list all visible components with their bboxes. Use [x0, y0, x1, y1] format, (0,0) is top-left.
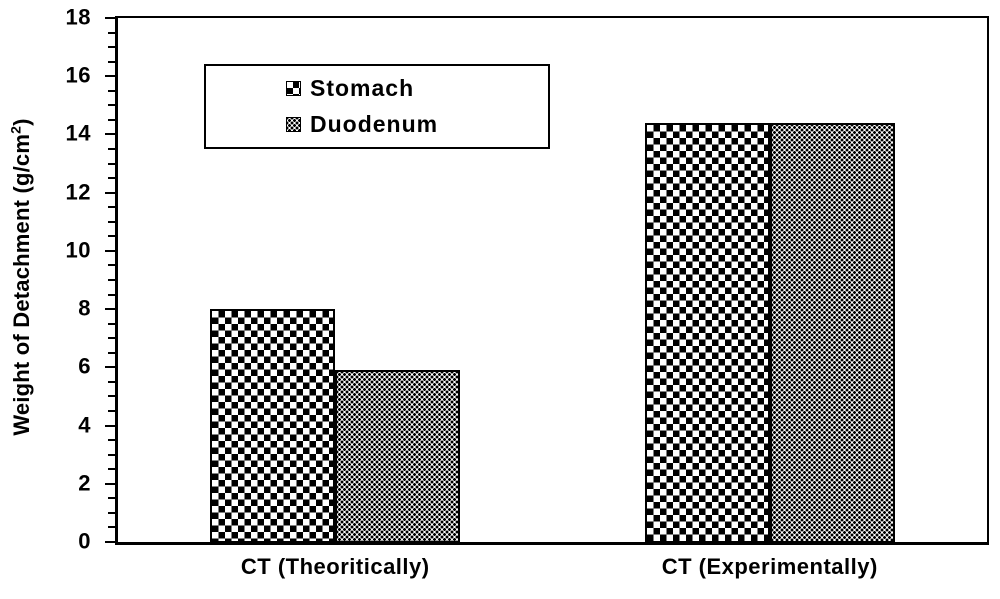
x-tick-label: CT (Theoritically): [240, 554, 430, 579]
y-minor-tick: [108, 380, 115, 383]
y-tick-label: 0: [78, 528, 91, 554]
y-major-tick: [105, 424, 115, 427]
y-major-tick: [105, 191, 115, 194]
y-minor-tick: [108, 162, 115, 165]
y-tick-label: 8: [78, 295, 91, 321]
y-tick-label: 4: [78, 412, 91, 438]
y-minor-tick: [108, 497, 115, 500]
y-minor-tick: [108, 89, 115, 92]
x-tick-label: CT (Experimentally): [661, 554, 878, 579]
y-major-tick: [105, 17, 115, 19]
y-major-tick: [105, 482, 115, 485]
y-tick-label: 14: [65, 120, 91, 146]
bar-stomach-1: [210, 309, 336, 542]
legend-item-duodenum: Duodenum: [286, 111, 548, 138]
bar-duodenum-2: [769, 122, 895, 542]
x-axis-labels: CT (Theoritically) CT (Experimentally): [118, 554, 987, 588]
y-tick-label: 12: [65, 179, 91, 205]
y-major-tick: [105, 308, 115, 311]
y-major-tick: [105, 75, 115, 78]
y-major-tick: [105, 133, 115, 136]
bar-stomach-2: [644, 122, 770, 542]
y-minor-tick: [108, 453, 115, 456]
legend: Stomach Duodenum: [204, 64, 550, 149]
y-minor-tick: [108, 468, 115, 471]
y-minor-tick: [108, 351, 115, 354]
y-minor-tick: [108, 177, 115, 180]
duodenum-pattern-swatch-icon: [286, 117, 301, 132]
y-minor-tick: [108, 148, 115, 150]
y-minor-tick: [108, 264, 115, 267]
y-minor-tick: [108, 118, 115, 121]
legend-label-duodenum: Duodenum: [310, 111, 439, 137]
y-minor-tick: [108, 220, 115, 223]
y-minor-tick: [108, 337, 115, 340]
legend-item-stomach: Stomach: [286, 75, 548, 102]
y-minor-tick: [108, 322, 115, 325]
y-minor-tick: [108, 46, 115, 49]
y-minor-tick: [108, 31, 115, 34]
y-minor-tick: [108, 279, 115, 281]
y-axis-tick-labels: 0 2 4 6 8 10 12 14 16 18: [0, 4, 97, 553]
y-tick-label: 6: [78, 353, 91, 379]
y-tick-label: 2: [78, 470, 91, 496]
y-minor-tick: [108, 235, 115, 238]
y-minor-tick: [108, 526, 115, 529]
stomach-pattern-swatch-icon: [286, 81, 301, 96]
y-major-tick: [105, 249, 115, 252]
y-tick-label: 16: [65, 62, 91, 88]
legend-label-stomach: Stomach: [310, 75, 415, 101]
y-minor-tick: [108, 293, 115, 296]
y-minor-tick: [108, 410, 115, 412]
y-minor-tick: [108, 439, 115, 442]
plot-area: Stomach Duodenum: [105, 16, 989, 545]
y-major-tick: [105, 366, 115, 369]
y-major-tick: [105, 541, 115, 543]
y-tick-label: 18: [65, 4, 91, 30]
bar-duodenum-1: [335, 370, 461, 542]
y-minor-tick: [108, 206, 115, 209]
y-minor-tick: [108, 511, 115, 514]
y-minor-tick: [108, 104, 115, 107]
y-minor-tick: [108, 395, 115, 398]
y-tick-label: 10: [65, 237, 91, 263]
y-minor-tick: [108, 60, 115, 63]
